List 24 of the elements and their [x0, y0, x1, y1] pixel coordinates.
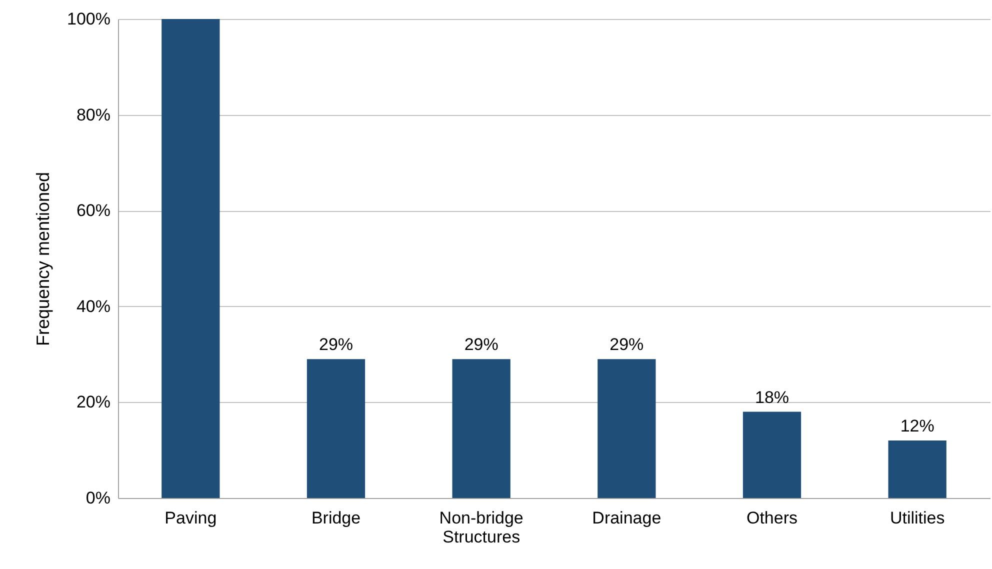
- data-label: 18%: [754, 388, 790, 407]
- data-label: 29%: [610, 335, 644, 354]
- bar: [598, 359, 656, 498]
- y-tick-label: 20%: [76, 392, 110, 412]
- x-tick-label: Bridge: [311, 508, 361, 528]
- y-tick-label: 40%: [76, 296, 110, 316]
- y-tick-label: 80%: [76, 105, 110, 124]
- x-tick-label: Utilities: [890, 508, 945, 528]
- y-axis-title: Frequency mentioned: [33, 172, 54, 346]
- x-tick-label: Paving: [164, 508, 217, 528]
- y-tick-label: 100%: [67, 10, 110, 28]
- x-tick-label: Others: [746, 508, 798, 528]
- x-tick-label: Non-bridge Structures: [439, 508, 524, 546]
- bar: [742, 412, 802, 498]
- bar: [888, 440, 946, 498]
- bar: [306, 359, 366, 498]
- y-tick-label: 0%: [86, 488, 110, 508]
- x-tick-label: Drainage: [592, 508, 662, 528]
- data-label: 29%: [318, 335, 354, 354]
- data-label: 29%: [464, 335, 498, 354]
- data-label: 12%: [900, 416, 934, 436]
- y-tick-label: 60%: [76, 201, 110, 220]
- bar: [162, 19, 220, 498]
- bar: [452, 359, 510, 498]
